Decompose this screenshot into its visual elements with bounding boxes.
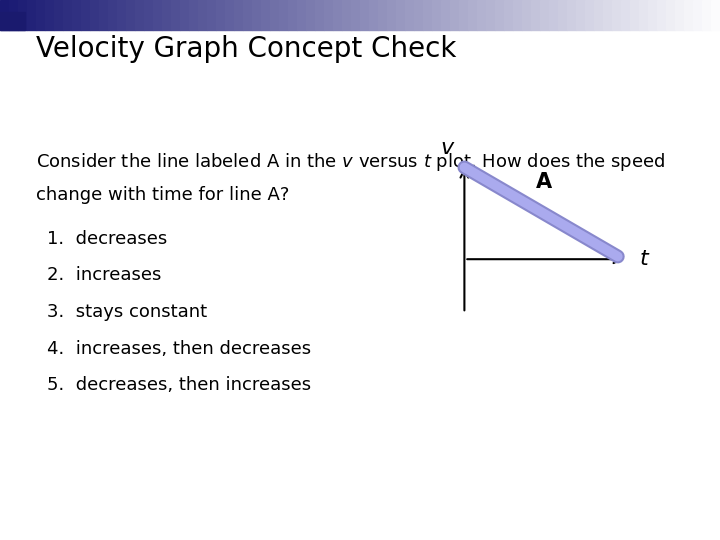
Bar xyxy=(153,0,162,30)
Bar xyxy=(522,0,531,30)
Bar xyxy=(171,0,180,30)
Bar xyxy=(387,0,396,30)
Bar xyxy=(603,0,612,30)
Bar xyxy=(306,0,315,30)
Bar xyxy=(279,0,288,30)
Bar xyxy=(666,0,675,30)
Bar xyxy=(108,0,117,30)
Bar xyxy=(117,0,126,30)
Bar xyxy=(198,0,207,30)
Bar xyxy=(702,0,711,30)
Bar xyxy=(513,0,522,30)
Bar xyxy=(90,0,99,30)
Bar xyxy=(621,0,630,30)
Bar xyxy=(423,0,432,30)
Bar xyxy=(468,0,477,30)
Text: 3.  stays constant: 3. stays constant xyxy=(47,303,207,321)
Bar xyxy=(540,0,549,30)
Text: change with time for line A?: change with time for line A? xyxy=(36,186,289,204)
Bar xyxy=(189,0,198,30)
Bar xyxy=(162,0,171,30)
Bar xyxy=(297,0,306,30)
Bar xyxy=(477,0,486,30)
Bar xyxy=(225,0,234,30)
Bar xyxy=(576,0,585,30)
Text: Consider the line labeled A in the $v$ versus $t$ plot. How does the speed: Consider the line labeled A in the $v$ v… xyxy=(36,151,665,173)
Bar xyxy=(9,0,18,30)
Bar xyxy=(639,0,648,30)
Bar xyxy=(594,0,603,30)
Text: $t$: $t$ xyxy=(639,249,651,269)
Bar xyxy=(450,0,459,30)
Bar xyxy=(126,0,135,30)
Bar xyxy=(333,0,342,30)
Bar xyxy=(54,0,63,30)
Bar xyxy=(207,0,216,30)
Bar xyxy=(18,0,27,30)
Text: 1.  decreases: 1. decreases xyxy=(47,230,167,247)
Bar xyxy=(711,0,720,30)
Bar xyxy=(675,0,684,30)
Bar xyxy=(414,0,423,30)
Bar xyxy=(63,0,72,30)
Bar xyxy=(45,0,54,30)
Bar xyxy=(495,0,504,30)
Bar xyxy=(657,0,666,30)
Bar xyxy=(216,0,225,30)
Bar xyxy=(432,0,441,30)
Bar xyxy=(531,0,540,30)
Bar xyxy=(405,0,414,30)
Text: Velocity Graph Concept Check: Velocity Graph Concept Check xyxy=(36,35,456,63)
Bar xyxy=(72,0,81,30)
Bar xyxy=(693,0,702,30)
Bar xyxy=(243,0,252,30)
Bar xyxy=(585,0,594,30)
Bar xyxy=(270,0,279,30)
Bar xyxy=(27,0,36,30)
Text: 5.  decreases, then increases: 5. decreases, then increases xyxy=(47,376,311,394)
Bar xyxy=(369,0,378,30)
Bar xyxy=(234,0,243,30)
Bar xyxy=(486,0,495,30)
Bar xyxy=(378,0,387,30)
Bar xyxy=(459,0,468,30)
Bar xyxy=(135,0,144,30)
Bar xyxy=(144,0,153,30)
Bar xyxy=(36,0,45,30)
Bar xyxy=(648,0,657,30)
Bar xyxy=(342,0,351,30)
Bar xyxy=(315,0,324,30)
Bar xyxy=(504,0,513,30)
Bar xyxy=(252,0,261,30)
Bar xyxy=(567,0,576,30)
Bar xyxy=(630,0,639,30)
Text: $v$: $v$ xyxy=(441,138,456,158)
Bar xyxy=(0,0,9,30)
Bar xyxy=(684,0,693,30)
Bar xyxy=(0,12,25,30)
Text: A: A xyxy=(536,172,552,192)
Bar xyxy=(441,0,450,30)
Bar xyxy=(396,0,405,30)
Bar xyxy=(81,0,90,30)
Text: 2.  increases: 2. increases xyxy=(47,266,161,284)
Bar xyxy=(261,0,270,30)
Bar xyxy=(288,0,297,30)
Bar xyxy=(324,0,333,30)
Bar xyxy=(180,0,189,30)
Bar xyxy=(360,0,369,30)
Bar xyxy=(612,0,621,30)
Bar xyxy=(99,0,108,30)
Bar xyxy=(558,0,567,30)
Bar xyxy=(351,0,360,30)
Text: 4.  increases, then decreases: 4. increases, then decreases xyxy=(47,340,311,357)
Bar xyxy=(549,0,558,30)
